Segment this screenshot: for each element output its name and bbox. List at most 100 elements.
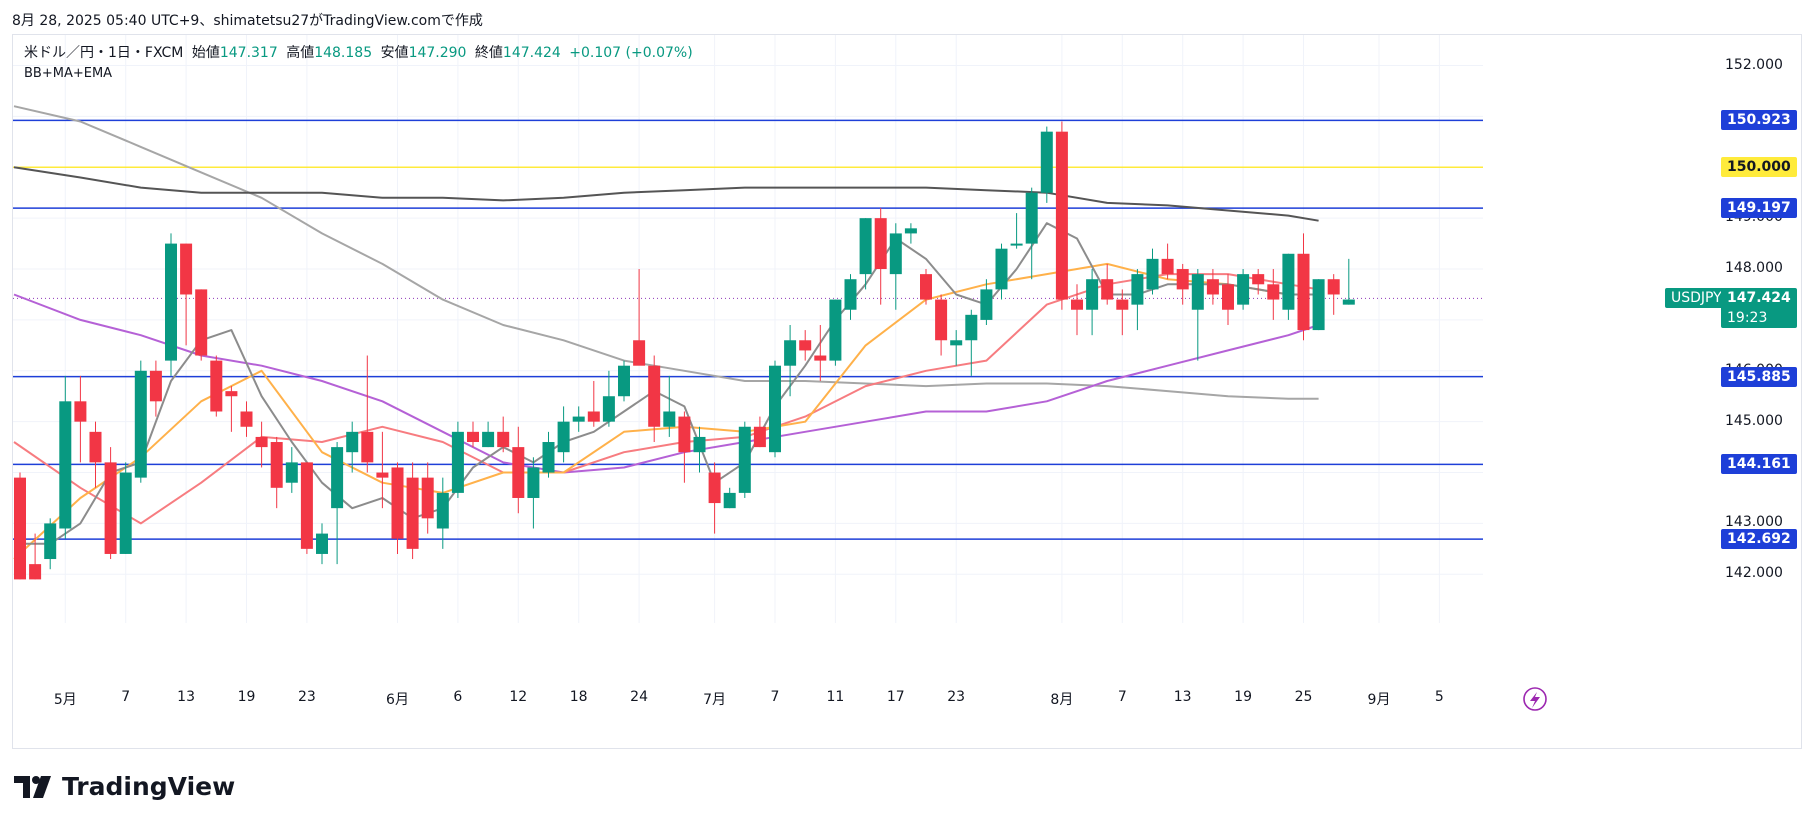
candlestick-chart[interactable] [13,35,1803,750]
candle [1342,258,1355,305]
icons [1523,687,1547,711]
level-price-tag: 149.197 [1721,198,1797,219]
candle-body [1116,299,1129,310]
candle-body [1237,274,1250,305]
tradingview-logo-icon [14,775,51,798]
candle-body [512,447,525,498]
candle-body [1327,279,1340,295]
candle [693,426,706,473]
indicator-line [13,273,1319,525]
candle [285,447,298,493]
x-tick-label: 6月 [386,692,409,708]
candle-body [1297,253,1310,331]
candle [920,269,932,305]
indicator-label[interactable]: BB+MA+EMA [24,66,113,81]
candle-body [1086,279,1099,310]
candle [14,472,26,580]
candle [119,462,132,554]
candle [1131,269,1144,331]
candle [497,416,510,453]
candle-body [346,431,359,453]
candle-body [1342,299,1355,305]
candle [225,386,238,432]
horizontal-levels [13,119,1483,540]
level-price-tag: 150.000 [1721,157,1797,178]
candle-body [134,370,147,478]
candle [59,375,72,539]
candle-body [331,447,344,509]
candle-body [542,442,555,473]
candle [1116,289,1129,336]
candle [210,355,223,417]
y-tick-label: 145.000 [1725,412,1783,429]
candle [874,207,887,305]
candle [1222,274,1234,325]
candle-body [572,416,585,422]
candle [1312,279,1325,331]
x-tick-label: 23 [297,689,316,705]
candle [738,421,751,498]
candle-body [195,289,208,356]
candle-body [89,431,102,463]
symbol-price-tag: USDJPY [1665,288,1728,309]
candle [542,431,555,478]
candle-body [1101,279,1114,300]
candle [240,401,253,437]
x-tick-label: 7 [770,689,780,705]
candle [1055,121,1068,310]
candle [149,360,162,417]
candle-body [104,462,117,554]
candle-body [421,477,434,519]
candle-body [1146,258,1159,290]
current-price-value: 147.424 [1727,290,1791,307]
candle [391,462,404,554]
candle [753,416,766,448]
candle [572,406,585,432]
candle-body [1010,243,1023,246]
y-tick-label: 142.000 [1725,565,1783,582]
chart-frame[interactable]: 152.000149.000148.000147.000146.000145.0… [12,34,1802,749]
open-value: 147.317 [219,45,278,61]
candle [784,325,797,397]
candles [14,121,1355,580]
candle-body [950,340,963,346]
x-tick-label: 13 [177,689,196,705]
candle [557,406,570,463]
candle [29,533,42,580]
candle-body [29,564,42,580]
x-tick-label: 6 [453,689,463,705]
candle [467,421,479,448]
candle-body [618,365,630,397]
candle [195,289,208,361]
candle-body [119,472,132,554]
change-value: +0.107 (+0.07%) [569,45,693,61]
candle-body [799,340,812,351]
candle-body [436,492,449,529]
candle [376,431,389,509]
grid [13,35,1483,623]
candle-body [663,411,676,427]
candle [1010,213,1023,249]
candle [1206,269,1219,305]
candle [436,477,449,549]
candle-body [738,426,751,493]
candle [995,243,1008,300]
symbol-label[interactable]: 米ドル／円・1日・FXCM [24,45,184,61]
candle-body [859,218,872,275]
candle [300,462,313,554]
level-price-tag: 144.161 [1721,454,1797,475]
x-tick-label: 9月 [1367,692,1391,708]
candle [829,299,842,366]
candle-body [406,477,419,549]
candle [799,330,812,361]
candle [1191,269,1204,361]
candle [663,375,676,437]
candle-body [527,467,540,498]
candle-body [1282,253,1295,310]
open-label: 始値 [191,45,220,61]
candle [678,411,691,483]
candle-body [391,467,404,539]
indicator-line [13,105,1319,400]
candle-body [467,431,479,443]
y-tick-label: 152.000 [1725,56,1783,73]
